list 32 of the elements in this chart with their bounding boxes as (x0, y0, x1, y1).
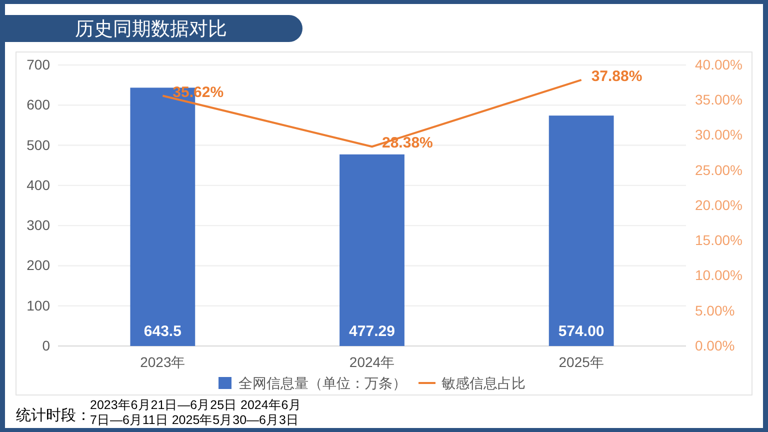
y-tick-label: 100 (26, 297, 50, 314)
y-tick-label: 200 (26, 257, 50, 274)
y-tick-label: 600 (26, 96, 50, 113)
x-tick-label: 2024年 (349, 354, 395, 370)
y-tick-label: 700 (26, 56, 50, 72)
y2-tick-label: 20.00% (695, 196, 742, 213)
y2-tick-label: 15.00% (695, 232, 742, 248)
chart-title: 历史同期数据对比 (75, 19, 227, 40)
x-tick-label: 2023年 (140, 354, 186, 370)
y2-tick-label: 5.00% (695, 302, 735, 318)
y2-tick-label: 0.00% (695, 337, 735, 354)
text: 统计时段： (16, 407, 91, 424)
data-label: 477.29 (349, 323, 395, 340)
data-label: 643.5 (144, 323, 182, 340)
y2-tick-label: 25.00% (695, 162, 742, 178)
y-tick-label: 300 (26, 217, 50, 234)
x-tick-label: 2025年 (558, 354, 604, 370)
y-tick-label: 0 (42, 337, 50, 354)
y2-tick-label: 35.00% (695, 92, 742, 108)
y2-tick-label: 30.00% (695, 126, 742, 143)
legend-label: 全网信息量（单位：万条） (238, 375, 406, 391)
y2-tick-label: 40.00% (695, 56, 742, 72)
y2-tick-label: 10.00% (695, 267, 742, 284)
text: 2023年6月21日—6月25日 2024年6月7日—6月11日 2025年5月30—6月3日 (90, 398, 302, 427)
bar (548, 116, 614, 346)
y-tick-label: 500 (26, 136, 50, 153)
legend-label: 敏感信息占比 (442, 375, 526, 391)
data-label: 28.38% (382, 134, 433, 152)
data-label: 37.88% (591, 68, 642, 85)
data-label: 574.00 (558, 323, 604, 340)
bar (340, 154, 404, 346)
y-tick-label: 400 (26, 176, 50, 193)
